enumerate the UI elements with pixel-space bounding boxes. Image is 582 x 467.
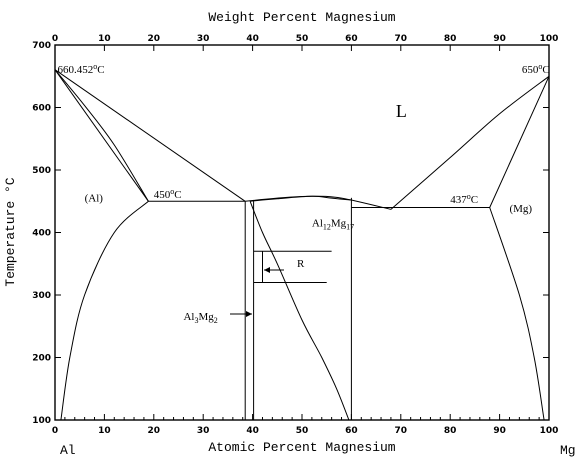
x-tick-label: 0 <box>52 426 58 436</box>
curve-solidus-mg <box>489 76 550 208</box>
bottom-axis-title: Atomic Percent Magnesium <box>208 440 395 455</box>
curve-liquidus-mg <box>390 75 550 210</box>
phase-label: (Mg) <box>509 203 532 215</box>
top-tick-label: 0 <box>52 34 58 44</box>
y-tick-label: 500 <box>32 166 51 176</box>
phase-label: (Al) <box>85 192 104 204</box>
phase-label: 660.452oC <box>57 62 104 76</box>
x-tick-label: 10 <box>98 426 111 436</box>
r-arrow <box>264 267 284 273</box>
phase-label: Al3Mg2 <box>183 311 217 325</box>
x-tick-label: 90 <box>493 426 506 436</box>
plot-frame <box>54 44 550 421</box>
x-tick-label: 50 <box>296 426 309 436</box>
x-tick-label: 100 <box>540 426 559 436</box>
top-tick-label: 90 <box>493 34 506 44</box>
curve-gamma-solidus <box>250 195 352 202</box>
phase-label: 437oC <box>450 192 478 206</box>
top-tick-label: 100 <box>540 34 559 44</box>
x-tick-label: 30 <box>197 426 210 436</box>
curve-liquidus-al <box>54 69 149 202</box>
phase-label: Al12Mg17 <box>312 217 354 231</box>
phase-label: R <box>297 258 305 270</box>
curve-solvus-al <box>60 200 149 421</box>
y-tick-label: 300 <box>32 291 51 301</box>
top-tick-label: 80 <box>444 34 457 44</box>
x-tick-label: 40 <box>246 426 259 436</box>
x-tick-label: 80 <box>444 426 457 436</box>
top-tick-label: 50 <box>296 34 309 44</box>
top-tick-label: 40 <box>246 34 259 44</box>
x-tick-label: 60 <box>345 426 358 436</box>
y-tick-label: 700 <box>32 41 51 51</box>
phase-label: 650oC <box>522 62 550 76</box>
y-tick-label: 600 <box>32 104 51 114</box>
phase-labels: 660.452oC 650oC L (Al) 450oC Al12Mg17 437oC (Mg… <box>57 62 549 325</box>
phase-label: L <box>396 101 407 121</box>
x-tick-label: 70 <box>395 426 408 436</box>
curve-liquidus-center-left <box>54 69 246 202</box>
curve-solidus-al <box>54 69 149 202</box>
right-element-label: Mg <box>560 443 576 458</box>
curve-gamma-left-solvus <box>249 201 350 421</box>
y-tick-label: 100 <box>32 416 51 426</box>
phase-boundaries <box>54 69 550 421</box>
y-tick-label: 200 <box>32 354 51 364</box>
x-tick-label: 20 <box>148 426 161 436</box>
top-tick-label: 60 <box>345 34 358 44</box>
curve-solvus-mg <box>489 207 545 421</box>
top-tick-label: 30 <box>197 34 210 44</box>
top-axis-title: Weight Percent Magnesium <box>208 10 395 25</box>
phase-label: 450oC <box>154 187 182 201</box>
left-element-label: Al <box>60 443 76 458</box>
y-tick-label: 400 <box>32 229 51 239</box>
al3mg2-arrow <box>230 311 252 317</box>
y-axis-title: Temperature °C <box>3 177 18 286</box>
top-tick-label: 10 <box>98 34 111 44</box>
top-tick-label: 20 <box>148 34 161 44</box>
top-tick-label: 70 <box>395 34 408 44</box>
